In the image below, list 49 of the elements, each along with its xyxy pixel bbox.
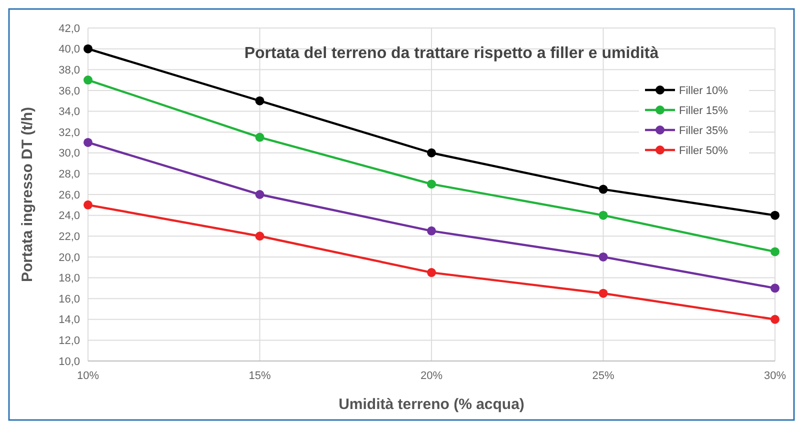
x-tick-label: 20% [420,370,443,382]
y-tick-label: 28,0 [58,168,80,181]
legend-label: Filler 15% [679,104,728,117]
y-tick-label: 14,0 [58,314,80,326]
y-tick-label: 20,0 [58,252,80,264]
point [770,314,780,324]
point [255,232,264,241]
y-tick-label: 24,0 [58,210,80,222]
point [255,96,264,106]
text: Portata del terreno da trattare rispetto a filler e umidità [244,45,659,62]
point [84,76,92,85]
point [427,180,436,189]
point [255,132,264,142]
x-axis-title: Umidità terreno (% acqua) [338,396,524,413]
x-tick-label: 15% [248,370,271,382]
point [770,210,780,220]
y-axis-title: Portata ingresso DT (t/h) [19,106,36,282]
point [427,268,436,278]
point [598,252,608,262]
y-tick-label: 42,0 [58,22,80,35]
point [427,226,436,236]
legend-label: Filler 10% [679,84,728,97]
point [427,148,436,158]
point [84,44,92,54]
legend-label: Filler 50% [679,144,728,157]
y-tick-label: 26,0 [58,189,80,202]
point [770,247,780,256]
point [84,200,92,210]
point [598,210,608,220]
y-tick-label: 18,0 [58,272,80,285]
point [84,138,92,147]
y-tick-label: 32,0 [58,126,80,139]
point [255,190,264,199]
y-tick-label: 10,0 [58,356,80,368]
point [598,288,608,298]
point [598,184,608,194]
x-tick-label: 10% [76,370,100,382]
x-tick-label: 25% [592,370,614,382]
y-tick-label: 38,0 [58,64,80,76]
y-tick-label: 16,0 [58,293,80,306]
y-tick-label: 40,0 [58,44,80,56]
y-tick-label: 22,0 [58,230,80,243]
y-tick-label: 12,0 [58,335,80,348]
x-tick-label: 30% [764,370,786,382]
legend-label: Filler 35% [679,124,728,137]
point [770,284,780,293]
y-tick-label: 36,0 [58,85,80,98]
y-tick-label: 30,0 [58,148,80,160]
y-tick-label: 34,0 [58,106,80,118]
